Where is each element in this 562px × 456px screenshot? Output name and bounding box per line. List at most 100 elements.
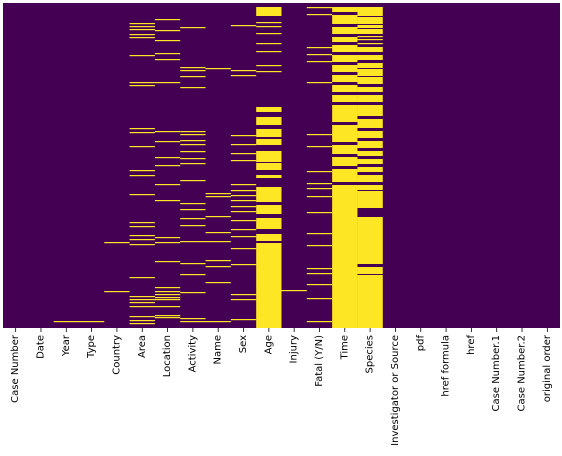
missing-value-cell [205, 196, 231, 198]
x-tick-label: Location [162, 335, 173, 377]
missing-value-cell [230, 248, 257, 250]
missing-value-cell [154, 291, 181, 293]
missing-value-cell [332, 169, 358, 182]
missing-value-cell [357, 63, 383, 68]
missing-value-cell [129, 320, 155, 322]
missing-value-cell [129, 277, 155, 279]
missing-value-cell [332, 37, 358, 42]
missing-value-cell [357, 43, 383, 45]
missing-value-cell [332, 65, 358, 72]
missing-value-cell [357, 275, 383, 328]
x-axis-ticks: Case Number Date Year Type Country Area Locati… [10, 328, 553, 446]
missing-value-cell [129, 302, 155, 304]
missing-value-cell [154, 299, 181, 301]
x-tick-label: Injury [289, 335, 300, 364]
missing-value-cell [332, 55, 358, 62]
missing-value-cell [129, 26, 155, 28]
missing-value-cell [332, 27, 358, 34]
x-tick-label: Age [263, 335, 274, 354]
missing-value-cell [256, 129, 282, 137]
x-tick-label: Activity [187, 335, 198, 372]
missing-value-cell [129, 299, 155, 301]
missing-value-cell [357, 77, 383, 84]
missing-value-cell [180, 218, 206, 220]
missing-value-cell [180, 76, 206, 78]
missing-value-cell [129, 82, 155, 84]
missing-value-cell [357, 119, 383, 128]
missing-value-cell [180, 292, 206, 294]
missing-value-cell [332, 125, 358, 142]
x-tick-label: Species [365, 335, 376, 374]
missing-value-cell [230, 236, 257, 238]
missing-value-cell [256, 187, 282, 202]
missing-value-cell [357, 141, 383, 148]
missing-value-cell [154, 53, 181, 55]
missing-value-cell [180, 163, 206, 165]
missing-value-cell [256, 7, 282, 16]
missing-value-cell [306, 233, 333, 235]
missing-value-cell [154, 30, 181, 32]
missing-value-cell [180, 158, 206, 160]
missing-value-cell [306, 47, 333, 49]
missing-value-cell [332, 185, 358, 328]
missing-value-cell [180, 144, 206, 146]
missing-value-cell [306, 284, 333, 286]
missing-value-cell [129, 128, 155, 130]
missing-value-cell [357, 55, 383, 60]
missing-value-cell [129, 235, 155, 237]
missing-value-cell [357, 69, 383, 76]
missing-value-cell [180, 274, 206, 276]
missing-value-cell [357, 159, 383, 164]
missing-value-cell [306, 146, 333, 148]
missing-value-cell [306, 54, 333, 56]
missing-value-cell [154, 294, 181, 296]
missing-value-cell [230, 190, 257, 192]
missing-value-cell [256, 65, 282, 67]
missing-value-cell [205, 260, 231, 262]
missing-value-cell [357, 95, 383, 102]
missing-value-cell [256, 117, 282, 125]
missing-value-cell [154, 82, 181, 84]
missing-value-cell [104, 291, 130, 293]
missing-value-cell [256, 107, 282, 112]
missing-value-cell [332, 157, 358, 166]
x-tick-label: Investigator or Source [390, 335, 401, 446]
missing-value-cell [129, 29, 155, 31]
missing-value-cell [180, 203, 206, 205]
missing-value-cell [129, 146, 155, 148]
missing-value-cell [129, 316, 155, 318]
x-tick-label: Time [339, 335, 350, 360]
missing-value-cell [205, 282, 231, 284]
missing-value-cell [306, 14, 333, 16]
missing-value-cell [230, 144, 257, 146]
missing-value-cell [129, 306, 155, 308]
missing-value-cell [306, 82, 333, 84]
missing-value-cell [256, 26, 282, 28]
missing-value-cell [357, 36, 383, 38]
x-tick-label: Case Number [10, 334, 21, 403]
missing-value-cell [129, 85, 155, 87]
missing-value-cell [154, 157, 181, 159]
missing-value-cell [205, 216, 231, 218]
missing-value-cell [154, 19, 181, 21]
missing-value-cell [256, 71, 282, 73]
missing-value-cell [230, 211, 257, 213]
missing-value-cell [357, 25, 383, 28]
missing-value-cell [154, 306, 181, 308]
missing-value-cell [129, 34, 155, 36]
missing-value-cell [281, 290, 307, 292]
x-tick-label: Date [35, 335, 46, 359]
missing-value-cell [230, 294, 257, 296]
missing-value-cell [230, 299, 257, 301]
missing-value-cell [180, 241, 206, 243]
missing-value-cell [154, 242, 181, 244]
missing-value-cell [332, 105, 358, 122]
missing-value-cell [104, 242, 130, 244]
missing-value-cell [154, 184, 181, 186]
missing-value-cell [357, 191, 383, 208]
missing-value-cell [306, 188, 333, 190]
missing-value-cell [180, 225, 206, 227]
missing-value-cell [205, 68, 231, 70]
missing-value-cell [256, 22, 282, 24]
